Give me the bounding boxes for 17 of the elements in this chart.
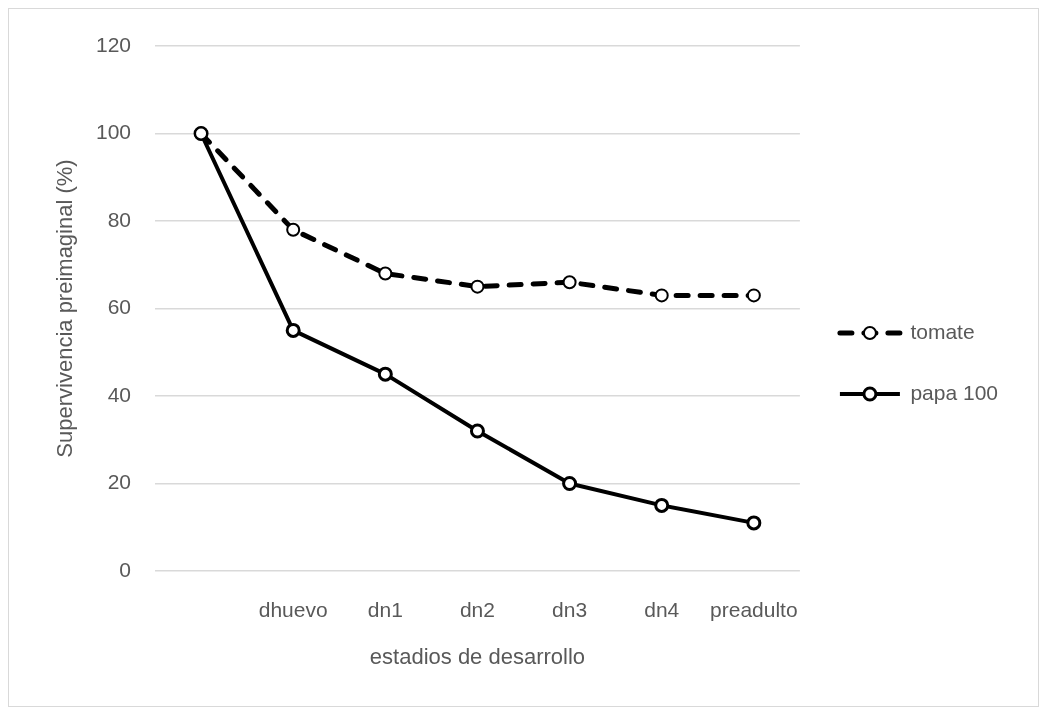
x-tick-label: dn1 [367,598,403,622]
y-tick-label: 0 [119,557,131,581]
legend-label: tomate [910,319,975,343]
y-tick-label: 20 [107,470,131,494]
x-tick-label: dn3 [552,598,588,622]
y-tick-label: 60 [107,295,131,319]
legend-label: papa 100 [910,380,998,404]
y-tick-label: 40 [107,382,131,406]
x-tick-label: preadulto [710,598,798,622]
x-tick-label: dn2 [459,598,495,622]
y-tick-label: 120 [95,32,131,56]
y-tick-label: 80 [107,207,131,231]
y-axis-title: Supervivencia preimaginal (%) [52,159,78,458]
x-tick-label: dn4 [644,598,680,622]
x-tick-label: dhuevo [258,598,328,622]
x-axis-title: estadios de desarrollo [369,643,586,669]
y-tick-label: 100 [95,120,131,144]
